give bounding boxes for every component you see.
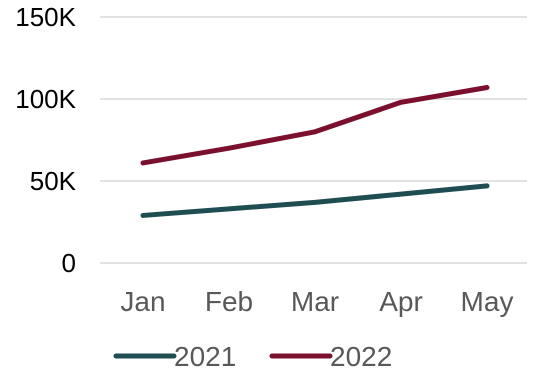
gridlines bbox=[100, 16, 527, 264]
y-tick-label: 50K bbox=[30, 166, 77, 196]
y-tick-label: 100K bbox=[15, 84, 76, 114]
x-tick-label-mar: Mar bbox=[291, 286, 339, 317]
legend-label-2022: 2022 bbox=[330, 341, 392, 372]
series-line-2022 bbox=[140, 85, 490, 166]
y-tick-label: 0 bbox=[62, 248, 76, 278]
legend-item-2022: 2022 bbox=[269, 341, 392, 372]
x-tick-label-feb: Feb bbox=[205, 286, 253, 317]
legend: 2021 2022 bbox=[113, 341, 392, 372]
x-tick-label-apr: Apr bbox=[379, 286, 423, 317]
legend-label-2021: 2021 bbox=[174, 341, 236, 372]
x-axis-ticks: Jan Feb Mar Apr May bbox=[120, 286, 513, 317]
series-line-2021 bbox=[140, 183, 490, 218]
legend-item-2021: 2021 bbox=[113, 341, 236, 372]
x-tick-label-may: May bbox=[461, 286, 514, 317]
x-tick-label-jan: Jan bbox=[120, 286, 165, 317]
y-axis-ticks: 0 50K 100K 150K bbox=[15, 2, 76, 278]
y-tick-label: 150K bbox=[15, 2, 76, 32]
series-lines bbox=[140, 85, 490, 218]
